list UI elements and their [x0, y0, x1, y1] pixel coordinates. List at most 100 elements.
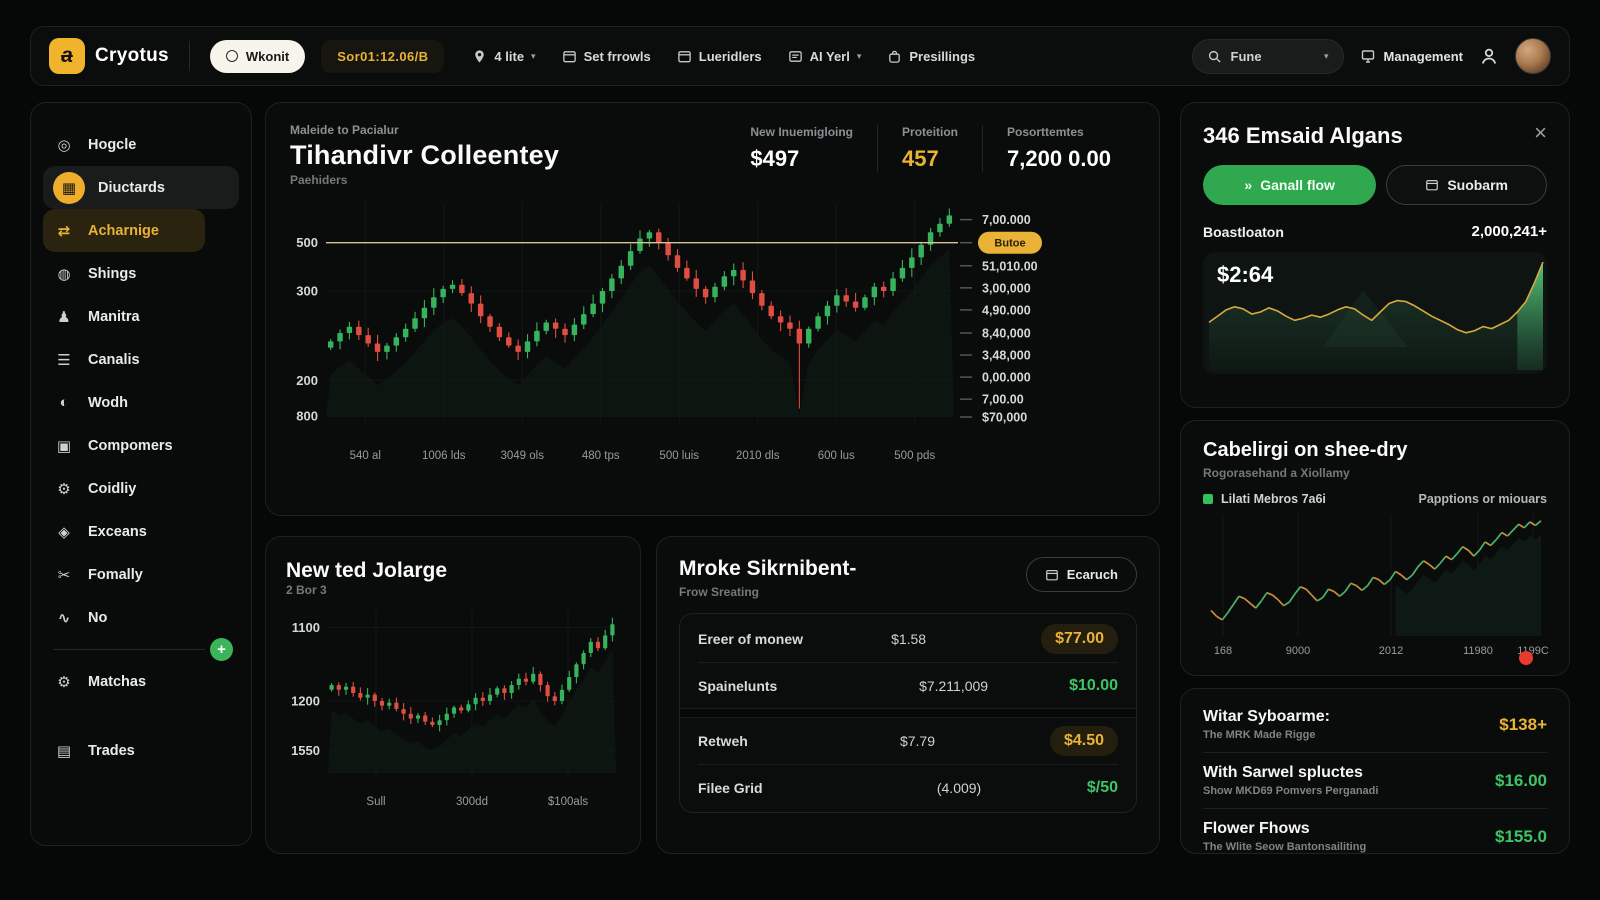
table-section-divider	[680, 708, 1136, 718]
management-button[interactable]: Management	[1360, 48, 1463, 64]
sidebar-item-matchas[interactable]: ⚙ Matchas	[43, 660, 239, 703]
sidebar-item-shings[interactable]: ◍ Shings	[43, 252, 239, 295]
ecaruch-button[interactable]: Ecaruch	[1025, 557, 1137, 592]
market-card-header: Mroke Sikrnibent- Frow Sreating Ecaruch	[679, 557, 1137, 599]
summary-stats-card: Witar Syboarme: The MRK Made Rigge $138+ Wi…	[1180, 688, 1570, 854]
row-name: Retweh	[698, 733, 748, 749]
monitor-icon	[1360, 48, 1376, 64]
status-pill-label: Wkonit	[245, 48, 290, 64]
nav-item-4-lite[interactable]: 4 lite ▾	[472, 49, 536, 64]
table-row-retweh[interactable]: Retweh $7.79 $4.50	[698, 718, 1118, 764]
jolarge-title: New ted Jolarge	[286, 559, 448, 582]
sidebar-item-trades[interactable]: ▤ Trades	[43, 729, 239, 772]
add-button[interactable]: +	[210, 638, 233, 661]
sidebar-item-canalis[interactable]: ☰ Canalis	[43, 338, 239, 381]
sidebar-divider: +	[53, 638, 233, 661]
row-amount: $10.00	[1069, 676, 1118, 694]
stat-proteition: Proteition 457	[877, 125, 982, 172]
sidebar-item-wodh[interactable]: ◐ Wodh	[43, 381, 239, 424]
sidebar-item-acharnige[interactable]: ⇄ Acharnige	[43, 209, 205, 252]
row-value: $1.58	[891, 631, 927, 647]
ticker-badge: Sor01:12.06/B	[321, 39, 445, 73]
cabelirgi-legend: Lilati Mebros 7a6i Papptions or miouars	[1203, 492, 1547, 506]
disc-icon: ◐	[59, 394, 69, 411]
table-row-ereer-of-monew[interactable]: Ereer of monew $1.58 $77.00	[698, 616, 1118, 662]
summary-row-with-sarwel-spluctes[interactable]: With Sarwel spluctes Show MKD69 Pomvers P…	[1203, 752, 1547, 808]
row-value: $7.211,009	[919, 677, 989, 694]
sidebar-item-hogcle[interactable]: ◎ Hogcle	[43, 123, 239, 166]
sidebar-item-fomally[interactable]: ✂ Fomally	[43, 553, 239, 596]
svg-text:7,00.000: 7,00.000	[982, 213, 1031, 227]
ganall-flow-button[interactable]: » Ganall flow	[1203, 165, 1377, 205]
sidebar-item-manitra[interactable]: ♟ Manitra	[43, 295, 239, 338]
algans-card: 346 Emsaid Algans × » Ganall flow Suobar…	[1180, 102, 1570, 408]
navbar-divider	[188, 41, 190, 71]
svg-text:$100als: $100als	[548, 796, 589, 808]
sidebar-item-diuctards[interactable]: ▦ Diuctards	[43, 166, 239, 209]
sidebar-item-no[interactable]: ∿ No	[43, 596, 239, 639]
nav-item-set-frrowls[interactable]: Set frrowls	[562, 49, 651, 64]
profile-icon[interactable]	[1479, 46, 1499, 66]
sidebar-item-label: Coidliy	[88, 480, 137, 497]
main-chart-subtitle: Paehiders	[290, 173, 348, 187]
svg-text:1100: 1100	[292, 620, 320, 635]
sidebar-item-label: Canalis	[88, 351, 140, 368]
nav-item-presillings[interactable]: Presillings	[887, 49, 975, 64]
svg-text:1006 lds: 1006 lds	[422, 450, 466, 462]
sidebar-item-coidliy[interactable]: ⚙ Coidliy	[43, 467, 239, 510]
svg-text:9000: 9000	[1286, 645, 1310, 657]
table-row-filee-grid[interactable]: Filee Grid (4.009) $/50	[698, 764, 1118, 810]
sidebar-item-label: Diuctards	[98, 179, 165, 196]
svg-text:300: 300	[296, 284, 318, 299]
svg-text:$70,000: $70,000	[982, 411, 1027, 425]
sidebar-item-label: Trades	[88, 742, 135, 759]
svg-text:Butoe: Butoe	[994, 238, 1025, 250]
row-amount: $4.50	[1049, 726, 1118, 756]
sidebar-item-label: Acharnige	[88, 222, 159, 239]
close-icon[interactable]: ×	[1534, 120, 1547, 145]
suobarm-label: Suobarm	[1447, 177, 1508, 193]
table-row-spainelunts[interactable]: Spainelunts $7.211,009 $10.00	[698, 662, 1118, 708]
svg-text:500: 500	[296, 235, 318, 250]
nav-item-lueridlers[interactable]: Lueridlers	[677, 49, 762, 64]
sidebar-item-label: Matchas	[88, 673, 147, 690]
nav-item-label: Set frrowls	[583, 48, 651, 64]
gear-icon: ⚙	[57, 480, 71, 498]
algans-price: $2:64	[1217, 262, 1274, 287]
user-avatar[interactable]	[1515, 38, 1551, 74]
svg-text:51,010.00: 51,010.00	[982, 259, 1038, 273]
summary-title: With Sarwel spluctes	[1203, 764, 1363, 781]
window-icon	[1045, 568, 1059, 582]
cabelirgi-subtitle: Rogorasehand a Xiollamy	[1203, 466, 1350, 480]
sidebar-item-label: Hogcle	[88, 136, 137, 153]
stat-label: Proteition	[902, 125, 959, 139]
summary-row-flower-fhows[interactable]: Flower Fhows The Wlite Seow Bantonsailiti…	[1203, 808, 1547, 864]
main-chart-header: Maleide to Pacialur Tihandivr Colleentey…	[290, 123, 1135, 187]
page-title: Tihandivr Colleentey	[290, 140, 560, 170]
stat-label: New Inuemigloing	[750, 125, 854, 139]
brand-logo: a Cryotus	[49, 38, 169, 74]
chevron-down-icon: ▾	[1324, 50, 1329, 61]
svg-text:Sull: Sull	[366, 796, 385, 808]
nav-item-ai-yerl[interactable]: AI Yerl ▾	[788, 49, 861, 64]
nav-item-label: Lueridlers	[698, 48, 762, 64]
stat-value: 7,200 0.00	[1007, 146, 1111, 171]
status-pill-button[interactable]: Wkonit	[209, 39, 306, 73]
suobarm-button[interactable]: Suobarm	[1386, 165, 1547, 205]
row-name: Spainelunts	[698, 677, 778, 694]
globe-icon: ◍	[57, 265, 71, 283]
sidebar-item-compomers[interactable]: ▣ Compomers	[43, 424, 239, 467]
summary-value: $16.00	[1495, 770, 1547, 790]
row-name: Filee Grid	[698, 779, 763, 796]
layers-icon: ☰	[57, 351, 71, 369]
jolarge-subtitle: 2 Bor 3	[286, 583, 327, 597]
sidebar-item-exceans[interactable]: ◈ Exceans	[43, 510, 239, 553]
summary-row-witar-syboarme[interactable]: Witar Syboarme: The MRK Made Rigge $138+	[1203, 697, 1547, 752]
brand-name: Cryotus	[95, 45, 169, 66]
svg-text:500 pds: 500 pds	[894, 450, 935, 462]
exchange-icon: ⇄	[57, 222, 71, 240]
svg-text:11980: 11980	[1463, 645, 1493, 657]
bag-icon	[887, 49, 902, 64]
search-input[interactable]: Fune ▾	[1191, 38, 1344, 74]
